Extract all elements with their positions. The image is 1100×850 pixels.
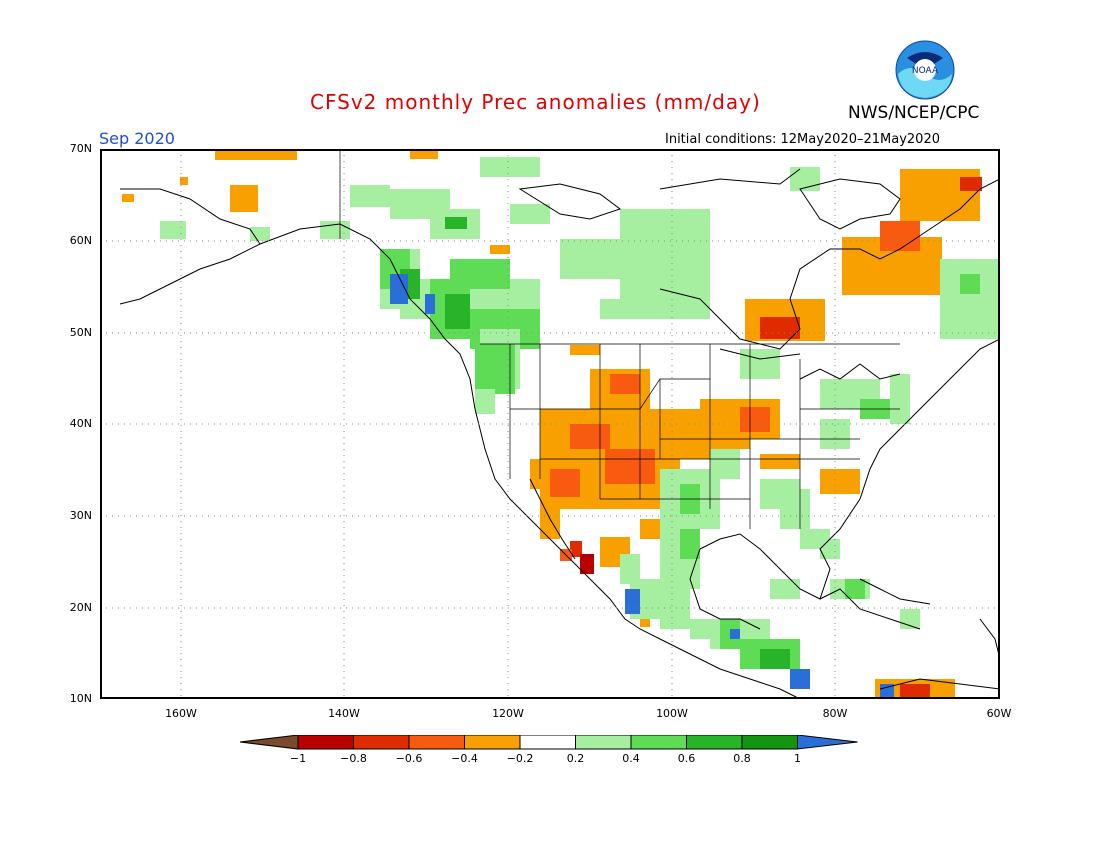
lon-label-160w: 160W [165, 707, 197, 720]
colorbar-tick-label: −0.6 [395, 752, 423, 765]
colorbar-segment [575, 735, 632, 750]
colorbar-tick-label: −0.8 [340, 752, 367, 765]
map-title: CFSv2 monthly Prec anomalies (mm/day) [310, 90, 761, 114]
initial-conditions: Initial conditions: 12May2020–21May2020 [665, 132, 940, 147]
colorbar-tick-label: 0.6 [677, 752, 696, 765]
colorbar-segment [519, 735, 576, 750]
lon-label-140w: 140W [328, 707, 360, 720]
lon-label-80w: 80W [822, 707, 848, 720]
colorbar [240, 735, 858, 750]
map-frame [100, 149, 1000, 699]
colorbar-arrow-low [240, 735, 299, 750]
colorbar-segment [464, 735, 521, 750]
coastlines [119, 168, 1000, 699]
organization-label: NWS/NCEP/CPC [848, 103, 980, 123]
lat-label-30n: 30N [69, 509, 92, 522]
lon-label-100w: 100W [656, 707, 688, 720]
lat-label-60n: 60N [69, 234, 92, 247]
lat-label-20n: 20N [69, 601, 92, 614]
colorbar-tick-label: −0.2 [506, 752, 534, 765]
colorbar-segment [686, 735, 743, 750]
lat-label-70n: 70N [69, 142, 92, 155]
lat-label-50n: 50N [69, 326, 92, 339]
graticule [100, 149, 1000, 699]
lat-label-40n: 40N [69, 417, 92, 430]
svg-text:NOAA: NOAA [912, 66, 939, 76]
colorbar-tick-label: −1 [289, 752, 307, 765]
colorbar-tick-label: 0.8 [733, 752, 751, 765]
colorbar-tick-label: 0.2 [566, 752, 585, 765]
precip-anomaly-map [100, 149, 1000, 699]
colorbar-segment [353, 735, 410, 750]
wet-anomaly-patches [160, 157, 1000, 698]
colorbar-segment [297, 735, 354, 750]
colorbar-tick-label: 1 [794, 752, 801, 765]
forecast-month: Sep 2020 [99, 129, 175, 148]
colorbar-segment [630, 735, 687, 750]
state-borders [339, 149, 900, 529]
colorbar-segment [408, 735, 465, 750]
colorbar-tick-label: 0.4 [622, 752, 640, 765]
lat-label-10n: 10N [69, 692, 92, 705]
noaa-logo-icon: NOAA [895, 40, 955, 100]
colorbar-segment [741, 735, 798, 750]
lon-label-120w: 120W [492, 707, 524, 720]
lon-label-60w: 60W [986, 707, 1012, 720]
colorbar-tick-label: −0.4 [451, 752, 478, 765]
colorbar-arrow-high [797, 735, 858, 750]
